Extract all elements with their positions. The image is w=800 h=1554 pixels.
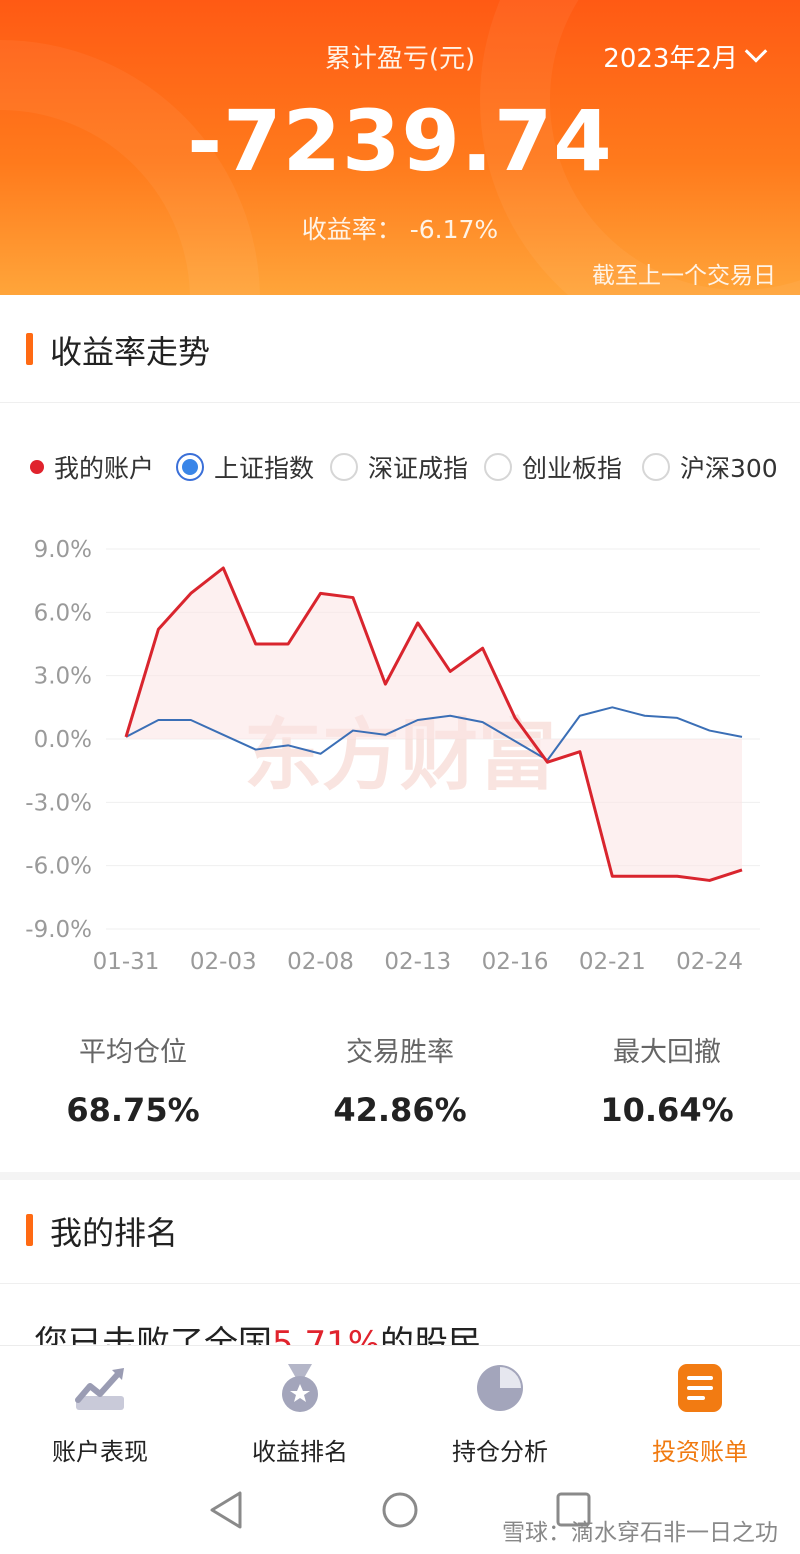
trend-chart-icon	[75, 1368, 124, 1410]
index-line	[125, 706, 743, 762]
stat-avg-position: 平均仓位 68.75%	[0, 1030, 266, 1129]
x-tick-label: 02-16	[482, 949, 549, 975]
index-option-chinext[interactable]: 创业板指	[484, 449, 622, 485]
ranking-section-header: 我的排名	[0, 1176, 800, 1284]
radio-unselected-icon[interactable]	[330, 453, 358, 481]
pie-chart-icon	[477, 1365, 523, 1411]
tab-label: 收益排名	[252, 1438, 348, 1466]
x-tick-label: 02-24	[676, 949, 743, 975]
tab-label: 账户表现	[52, 1438, 148, 1466]
trend-section-header: 收益率走势	[0, 295, 800, 403]
return-rate: 收益率： -6.17%	[0, 210, 800, 246]
cumulative-pnl-value: -7239.74	[187, 92, 613, 190]
x-tick-label: 02-21	[579, 949, 646, 975]
tab-label: 投资账单	[652, 1438, 748, 1466]
tab-label: 持仓分析	[452, 1438, 548, 1466]
index-option-label: 创业板指	[522, 454, 623, 483]
index-option-label: 沪深300	[680, 454, 778, 483]
return-rate-value: -6.17%	[409, 215, 499, 244]
my-account-line	[124, 566, 743, 882]
x-tick-label: 02-03	[190, 949, 257, 975]
stat-value: 68.75%	[66, 1091, 200, 1129]
trend-section-title: 收益率走势	[50, 333, 211, 371]
y-tick-label: 9.0%	[34, 537, 92, 563]
section-accent-bar	[26, 333, 33, 365]
month-selector[interactable]: 2023年2月	[603, 38, 768, 75]
chart-legend: 我的账户 上证指数 深证成指 创业板指 沪深300	[0, 445, 800, 485]
radio-unselected-icon[interactable]	[484, 453, 512, 481]
y-tick-label: 6.0%	[34, 600, 92, 626]
section-accent-bar	[26, 1214, 33, 1246]
y-tick-label: -3.0%	[25, 790, 92, 816]
index-option-szse[interactable]: 深证成指	[330, 449, 468, 485]
source-watermark: 雪球：滴水穿石非一日之功	[502, 1520, 778, 1546]
stat-max-drawdown: 最大回撤 10.64%	[534, 1030, 800, 1129]
tab-return-ranking[interactable]: 收益排名	[200, 1360, 400, 1467]
x-tick-label: 02-13	[384, 949, 451, 975]
return-trend-svg: 9.0%6.0%3.0%0.0%-3.0%-6.0%-9.0%东方财富01-31…	[25, 537, 760, 975]
ranking-section-title: 我的排名	[50, 1214, 179, 1252]
summary-header: 累计盈亏(元) 2023年2月 -7239.74 收益率： -6.17% 截至上…	[0, 0, 800, 295]
bill-icon	[678, 1364, 722, 1412]
performance-stats: 平均仓位 68.75% 交易胜率 42.86% 最大回撤 10.64%	[0, 1030, 800, 1140]
tab-holdings-analysis[interactable]: 持仓分析	[400, 1360, 600, 1467]
medal-icon	[282, 1364, 318, 1412]
return-trend-chart: 9.0% 6.0% 3.0% 0.0% -3.0% -6.0% -9.0% 东方财富 01-31…	[0, 520, 800, 990]
radio-unselected-icon[interactable]	[642, 453, 670, 481]
section-divider	[0, 1172, 800, 1180]
stat-label: 平均仓位	[79, 1037, 187, 1068]
month-label: 2023年2月	[603, 44, 738, 74]
bottom-tab-bar: 账户表现 收益排名 持仓分析 投资账单	[0, 1345, 800, 1475]
y-tick-label: -6.0%	[25, 854, 92, 880]
x-tick-label: 02-08	[287, 949, 354, 975]
stat-label: 交易胜率	[346, 1037, 454, 1068]
return-rate-label: 收益率：	[301, 215, 402, 244]
tab-account-performance[interactable]: 账户表现	[0, 1360, 200, 1467]
index-option-label: 深证成指	[368, 454, 469, 483]
stat-win-rate: 交易胜率 42.86%	[267, 1030, 533, 1129]
back-icon[interactable]	[210, 1491, 242, 1529]
cumulative-pnl-label: 累计盈亏(元)	[324, 44, 476, 74]
stat-label: 最大回撤	[613, 1037, 721, 1068]
index-option-sse[interactable]: 上证指数	[176, 449, 314, 485]
as-of-note: 截至上一个交易日	[592, 263, 776, 289]
y-tick-label: 0.0%	[34, 727, 92, 753]
my-account-area	[126, 568, 742, 881]
x-tick-label: 01-31	[93, 949, 160, 975]
stat-value: 42.86%	[333, 1091, 467, 1129]
system-navigation-bar	[0, 1475, 800, 1550]
home-icon[interactable]	[382, 1492, 418, 1528]
chevron-down-icon	[744, 39, 768, 63]
radio-selected-icon[interactable]	[176, 453, 204, 481]
index-option-csi300[interactable]: 沪深300	[642, 449, 778, 485]
legend-my-account-label: 我的账户	[54, 454, 155, 483]
legend-my-account: 我的账户	[30, 449, 154, 485]
recents-icon[interactable]	[556, 1492, 591, 1527]
my-account-dot-icon	[30, 460, 44, 474]
y-tick-label: -9.0%	[25, 917, 92, 943]
index-option-label: 上证指数	[214, 454, 315, 483]
tab-investment-bill[interactable]: 投资账单	[600, 1360, 800, 1467]
y-tick-label: 3.0%	[34, 664, 92, 690]
system-nav-svg	[210, 1491, 591, 1529]
stat-value: 10.64%	[600, 1091, 734, 1129]
